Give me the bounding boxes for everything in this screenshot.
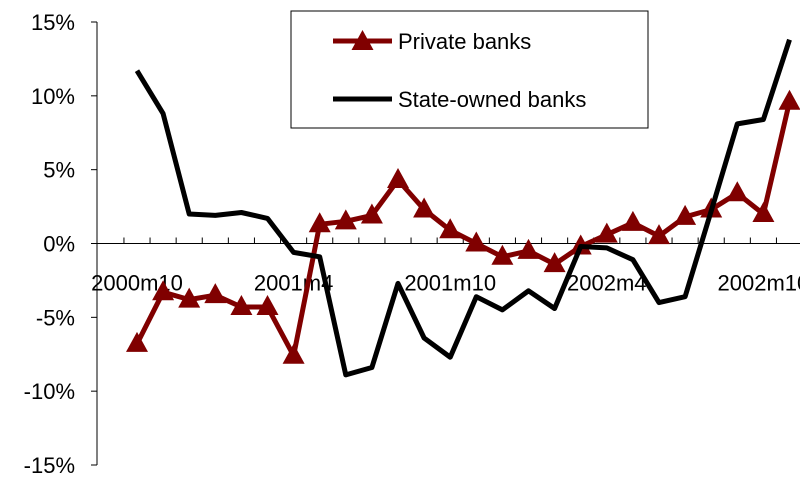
x-tick-label: 2002m4 xyxy=(567,271,647,296)
x-tick-label: 2001m10 xyxy=(404,271,496,296)
data-point-private-banks xyxy=(178,287,201,308)
data-point-private-banks xyxy=(256,294,279,315)
series-line-private-banks xyxy=(134,101,792,359)
data-point-private-banks xyxy=(439,218,462,239)
series-line-state-owned-banks xyxy=(134,38,792,378)
data-point-private-banks xyxy=(152,280,175,301)
data-point-private-banks xyxy=(648,224,670,245)
y-tick-label: 10% xyxy=(31,84,75,109)
data-point-private-banks xyxy=(308,212,331,233)
y-tick-label: 15% xyxy=(31,10,75,35)
data-point-private-banks xyxy=(674,204,697,225)
data-point-private-banks xyxy=(491,244,514,265)
legend-label-private-banks: Private banks xyxy=(398,29,531,54)
data-point-private-banks xyxy=(726,181,749,202)
x-tick-label: 2001m4 xyxy=(254,271,334,296)
data-point-private-banks xyxy=(204,283,227,304)
y-tick-label: -15% xyxy=(24,453,75,478)
legend-label-state-owned-banks: State-owned banks xyxy=(398,87,586,112)
data-point-private-banks xyxy=(778,89,800,110)
y-tick-label: -10% xyxy=(24,379,75,404)
data-point-private-banks xyxy=(230,294,253,315)
legend: Private banks State-owned banks xyxy=(290,10,649,129)
data-point-private-banks xyxy=(517,238,540,259)
y-tick-label: -5% xyxy=(36,305,75,330)
data-point-private-banks xyxy=(126,331,148,352)
data-point-private-banks xyxy=(465,231,488,252)
data-point-private-banks xyxy=(543,252,566,273)
data-point-private-banks xyxy=(282,343,305,364)
data-point-private-banks xyxy=(387,168,409,189)
legend-marker-private-banks xyxy=(351,30,374,50)
data-point-private-banks xyxy=(752,201,775,222)
data-point-private-banks xyxy=(334,209,357,230)
y-tick-label: 5% xyxy=(43,158,75,183)
chart-axes: 15%10%5%0%-5%-10%-15%2000m10 2001m4 2001m1… xyxy=(24,10,800,478)
x-tick-label: 2002m10 xyxy=(718,271,800,296)
data-point-private-banks xyxy=(413,197,436,218)
series-layer xyxy=(126,38,800,378)
data-point-private-banks xyxy=(595,222,618,243)
data-point-private-banks xyxy=(360,203,383,224)
y-tick-label: 0% xyxy=(43,232,75,257)
data-point-private-banks xyxy=(621,210,644,231)
legend-box xyxy=(290,10,649,129)
